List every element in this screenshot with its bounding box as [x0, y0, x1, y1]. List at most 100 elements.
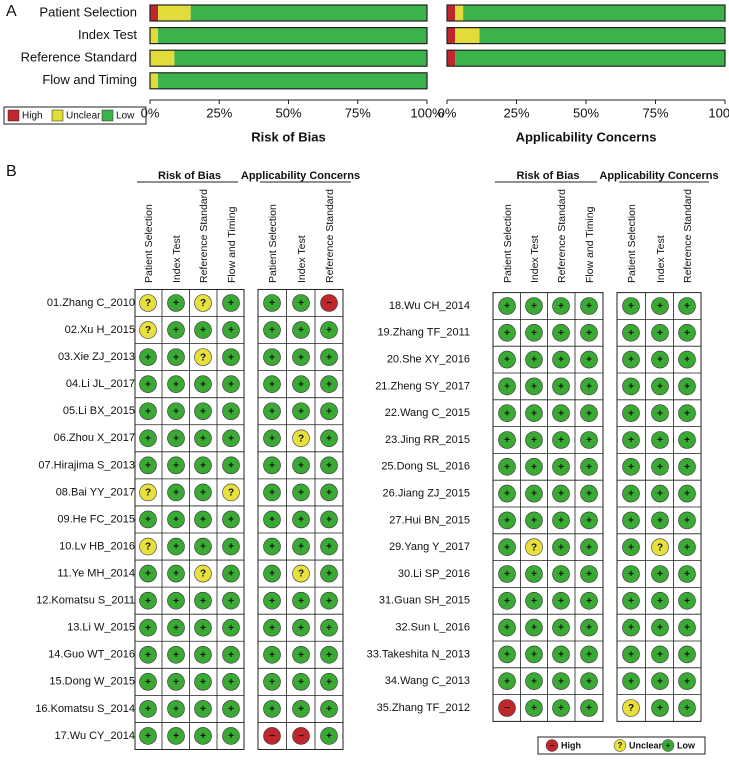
judgment-circle — [552, 323, 570, 342]
judgment-circle — [580, 350, 598, 369]
judgment-circle — [651, 538, 669, 557]
judgment-circle — [498, 565, 516, 583]
judgment-symbol: + — [504, 355, 510, 366]
study-label: 12.Komatsu S_2011 — [36, 595, 135, 607]
judgment-circle — [194, 700, 212, 718]
judgment-circle — [292, 321, 310, 339]
judgment-symbol: + — [228, 379, 234, 390]
judgment-circle — [622, 377, 640, 396]
judgment-symbol: + — [200, 515, 206, 526]
judgment-circle — [139, 564, 157, 583]
judgment-symbol: + — [298, 379, 304, 390]
judgment-circle — [194, 294, 212, 312]
study-label: 04.Li JL_2017 — [66, 378, 135, 390]
judgment-symbol: + — [628, 569, 634, 580]
judgment-circle — [580, 672, 598, 691]
judgment-symbol: + — [586, 489, 592, 500]
legend-symbol: − — [550, 741, 555, 750]
judgment-circle — [320, 483, 338, 502]
study-label: 05.Li BX_2015 — [63, 405, 135, 417]
judgment-symbol: + — [326, 542, 332, 553]
judgment-circle — [678, 618, 696, 637]
column-header: Reference Standard — [198, 189, 210, 283]
judgment-circle — [622, 672, 640, 691]
judgment-symbol: + — [657, 489, 663, 500]
judgment-circle — [194, 564, 212, 583]
judgment-symbol: + — [173, 325, 179, 336]
judgment-symbol: + — [145, 569, 151, 580]
judgment-symbol: + — [628, 435, 634, 446]
column-header: Patient Selection — [502, 204, 514, 283]
judgment-symbol: + — [531, 301, 537, 312]
judgment-circle — [139, 456, 157, 475]
judgment-symbol: + — [684, 489, 690, 500]
bar-segment — [455, 27, 480, 44]
bar-segment — [455, 50, 725, 67]
bar-segment — [447, 5, 456, 21]
judgment-symbol: + — [173, 433, 179, 444]
legend-label: Unclear — [66, 111, 101, 122]
bar-segment — [463, 5, 725, 21]
judgment-symbol: + — [326, 406, 332, 417]
judgment-circle — [651, 377, 669, 396]
judgment-circle — [320, 700, 338, 718]
judgment-symbol: + — [628, 596, 634, 607]
judgment-symbol: + — [504, 596, 510, 607]
judgment-circle — [622, 591, 640, 610]
legend-circle — [613, 739, 627, 752]
judgment-circle — [525, 645, 543, 664]
judgment-symbol: + — [298, 677, 304, 688]
judgment-circle — [222, 673, 240, 691]
judgment-circle — [498, 431, 516, 449]
bar-segment — [447, 50, 456, 67]
judgment-symbol: + — [684, 435, 690, 446]
judgment-circle — [678, 323, 696, 342]
study-label: 31.Guan SH_2015 — [379, 595, 470, 607]
study-label: 20.She XY_2016 — [387, 354, 470, 366]
judgment-symbol: + — [326, 596, 332, 607]
judgment-symbol: + — [531, 516, 537, 527]
judgment-circle — [552, 297, 570, 315]
study-label: 07.Hirajima S_2013 — [38, 459, 135, 471]
study-label: 23.Jing RR_2015 — [385, 434, 470, 446]
judgment-symbol: ? — [145, 298, 151, 309]
judgment-symbol: + — [586, 355, 592, 366]
judgment-symbol: + — [628, 301, 634, 312]
judgment-circle — [580, 538, 598, 557]
judgment-symbol: + — [298, 461, 304, 472]
judgment-circle — [194, 510, 212, 529]
judgment-circle — [263, 673, 281, 691]
judgment-circle — [552, 672, 570, 691]
judgment-symbol: + — [269, 515, 275, 526]
judgment-circle — [139, 483, 157, 502]
judgment-symbol: + — [504, 301, 510, 312]
judgment-circle — [139, 591, 157, 610]
judgment-symbol: + — [586, 650, 592, 661]
judgment-circle — [622, 484, 640, 503]
judgment-circle — [263, 429, 281, 448]
judgment-circle — [194, 537, 212, 556]
judgment-symbol: + — [586, 382, 592, 393]
x-tick-label: 100% — [708, 105, 729, 120]
judgment-symbol: ? — [298, 433, 304, 444]
judgment-symbol: + — [228, 569, 234, 580]
legend-circle — [545, 739, 559, 752]
judgment-symbol: + — [531, 462, 537, 473]
x-tick-label: 0% — [438, 105, 457, 120]
judgment-circle — [552, 404, 570, 423]
judgment-circle — [525, 297, 543, 315]
judgment-symbol: + — [228, 406, 234, 417]
judgment-symbol: + — [228, 433, 234, 444]
judgment-circle — [525, 457, 543, 476]
judgment-circle — [222, 564, 240, 583]
judgment-circle — [525, 699, 543, 717]
judgment-symbol: + — [657, 328, 663, 339]
judgment-circle — [552, 377, 570, 396]
judgment-circle — [580, 699, 598, 717]
judgment-symbol: + — [173, 461, 179, 472]
x-tick-label: 50% — [573, 105, 599, 120]
judgment-symbol: + — [145, 515, 151, 526]
judgment-symbol: + — [586, 328, 592, 339]
judgment-circle — [139, 402, 157, 421]
judgment-symbol: + — [173, 352, 179, 363]
